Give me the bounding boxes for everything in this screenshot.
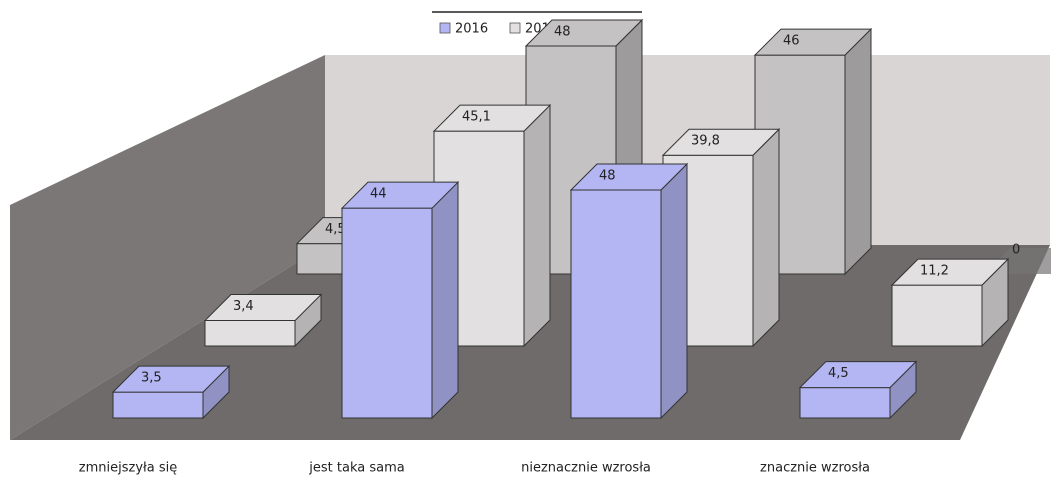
data-label: 46: [783, 34, 800, 49]
bar-side: [752, 128, 780, 348]
data-label: 48: [599, 169, 616, 184]
bar-side: [431, 180, 459, 420]
bar-top: [524, 19, 644, 47]
data-label: 39,8: [691, 134, 720, 149]
bar: [569, 162, 689, 420]
bar-top: [661, 128, 781, 156]
data-label: 4,5: [828, 366, 849, 381]
data-label: 0: [1012, 243, 1020, 258]
data-label: 45,1: [462, 110, 491, 125]
legend-swatch: [509, 22, 521, 34]
bar-top: [203, 294, 323, 322]
bar: [203, 293, 323, 348]
data-label: 11,2: [920, 264, 949, 279]
data-label: 4,5: [325, 222, 346, 237]
legend-swatch: [439, 22, 451, 34]
data-label: 3,4: [233, 299, 254, 314]
bar-top: [798, 361, 918, 389]
bar-top: [569, 163, 689, 191]
x-tick-label: nieznacznie wzrosła: [521, 461, 651, 476]
data-label: 44: [370, 187, 387, 202]
data-label: 3,5: [141, 371, 162, 386]
x-tick-label: znacznie wzrosła: [760, 461, 870, 476]
bar-top: [111, 365, 231, 393]
bar-side: [660, 162, 688, 420]
side-wall: [10, 55, 325, 440]
bar: [798, 360, 918, 420]
legend-label: 2016: [455, 22, 488, 37]
x-tick-label: jest taka sama: [308, 461, 404, 476]
bar-side: [844, 27, 872, 276]
bar-front: [891, 284, 983, 347]
bar: [890, 257, 1010, 348]
x-tick-label: zmniejszyła się: [79, 461, 177, 476]
bar-front: [570, 189, 662, 419]
bar: [340, 180, 460, 420]
floor: [10, 245, 1050, 440]
bar: [111, 364, 231, 420]
bar-front: [799, 387, 891, 419]
bar-front: [341, 207, 433, 419]
bar-top: [890, 258, 1010, 286]
bar-top: [432, 104, 552, 132]
bar-front: [112, 391, 204, 419]
bar-top: [340, 181, 460, 209]
bar-front: [204, 320, 296, 347]
bar-side: [523, 103, 551, 348]
data-label: 48: [554, 25, 571, 40]
bar-top: [753, 28, 873, 56]
